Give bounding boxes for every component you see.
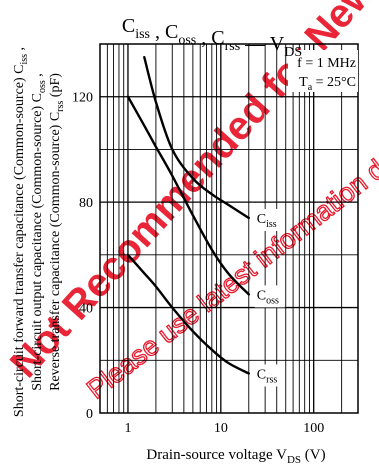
series-label-iss-main: C [257, 212, 266, 227]
series-label-rss-main: C [257, 367, 266, 382]
chart-title-main: , C [196, 27, 224, 49]
y-tick-label: 120 [72, 91, 93, 106]
chart-title: Ciss , Coss , Crss — VDS [122, 15, 302, 60]
condition-temperature-sub: a [308, 82, 313, 93]
chart-title-main: — V [240, 33, 285, 55]
condition-frequency: f = 1 MHz [297, 56, 356, 71]
y-axis-label: Short-circuit output capacitance (Common… [30, 73, 48, 391]
y-axis-label-main: Reverse transfer capacitance (Common-sou… [48, 112, 63, 391]
series-label-rss: Crss [257, 367, 278, 385]
curves [126, 56, 250, 375]
condition-temperature-main: T [299, 75, 308, 90]
condition-temperature-tail: = 25°C [312, 75, 356, 90]
chart-title-sub: rss [225, 39, 241, 54]
series-line-rss [126, 253, 250, 375]
series-line-oss [126, 95, 250, 296]
x-axis-label: Drain-source voltage VDS (V) [146, 447, 325, 466]
x-tick-label: 1 [124, 421, 131, 436]
chart-title-main: C [122, 15, 135, 37]
y-axis-label-line: Short-circuit forward transfer capacitan… [12, 47, 30, 417]
chart-title-sub: oss [178, 33, 196, 48]
y-axis-label-main: Short-circuit output capacitance (Common… [30, 93, 45, 391]
series-line-iss [143, 56, 250, 220]
x-tick-label: 10 [214, 421, 228, 436]
series-label-iss: Ciss [257, 212, 277, 230]
chart-title-main: , C [150, 21, 178, 43]
series-label-bg [254, 208, 285, 231]
chart-title-sub: iss [135, 27, 150, 42]
y-axis-label: Reverse transfer capacitance (Common-sou… [48, 73, 66, 391]
conditions-bg [288, 50, 358, 92]
condition-temperature: Ta = 25°C [299, 75, 356, 93]
y-axis-label-tail: (pF) [48, 73, 63, 101]
series-label-rss-sub: rss [266, 374, 277, 385]
series-label-iss-sub: iss [266, 219, 277, 230]
series-label-bg [254, 285, 285, 308]
y-axis-label: Short-circuit forward transfer capacitan… [12, 47, 30, 417]
y-axis-label-tail: , [12, 47, 27, 54]
y-axis-label-sub: iss [19, 54, 30, 65]
series-label-oss: Coss [257, 288, 279, 306]
y-tick-label: 40 [79, 302, 93, 317]
series-label-oss-sub: oss [266, 295, 279, 306]
x-axis-label-main: Drain-source voltage V [146, 447, 287, 463]
y-axis-label-sub: oss [37, 80, 48, 93]
series-label-oss-main: C [257, 288, 266, 303]
condition-frequency-main: f = 1 MHz [297, 56, 356, 71]
y-axis-label-main: Short-circuit forward transfer capacitan… [12, 64, 27, 417]
plot-frame [99, 43, 359, 414]
y-tick-label: 80 [79, 196, 93, 211]
x-tick-label: 100 [303, 421, 324, 436]
y-tick-label: 0 [86, 407, 93, 422]
y-axis-label-line: Reverse transfer capacitance (Common-sou… [48, 73, 66, 391]
x-axis-label-sub: DS [287, 454, 301, 466]
y-axis-label-sub: rss [55, 101, 66, 112]
chart-title-sub: DS [284, 45, 302, 60]
y-axis-label-tail: , [30, 73, 45, 80]
x-axis-label-tail: (V) [301, 447, 326, 463]
series-label-bg [254, 364, 285, 387]
y-axis-label-line: Short-circuit output capacitance (Common… [30, 73, 48, 391]
